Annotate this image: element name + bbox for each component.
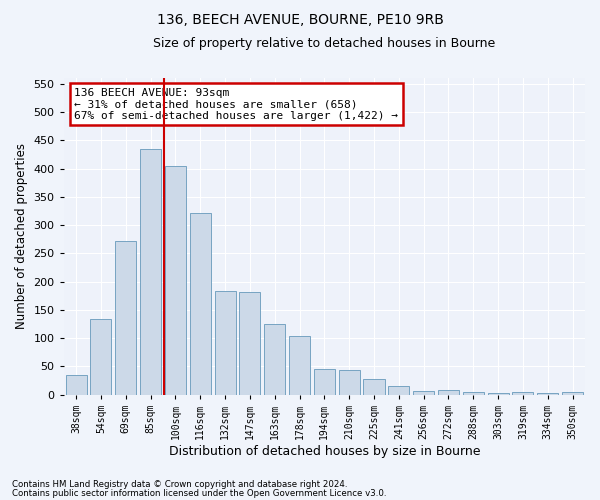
Bar [314, 368, 335, 394]
Bar [562, 392, 583, 394]
Y-axis label: Number of detached properties: Number of detached properties [15, 144, 28, 330]
Bar [65, 375, 86, 394]
Bar [413, 390, 434, 394]
Text: Contains public sector information licensed under the Open Government Licence v3: Contains public sector information licen… [12, 490, 386, 498]
Bar [289, 336, 310, 394]
Text: Contains HM Land Registry data © Crown copyright and database right 2024.: Contains HM Land Registry data © Crown c… [12, 480, 347, 489]
Bar [537, 393, 559, 394]
Bar [190, 213, 211, 394]
Bar [388, 386, 409, 394]
Bar [264, 324, 285, 394]
Bar [239, 292, 260, 394]
Bar [438, 390, 459, 394]
Bar [512, 392, 533, 394]
Bar [364, 379, 385, 394]
Bar [91, 320, 112, 394]
Bar [215, 291, 236, 395]
X-axis label: Distribution of detached houses by size in Bourne: Distribution of detached houses by size … [169, 444, 480, 458]
Bar [165, 166, 186, 394]
Bar [115, 242, 136, 394]
Text: 136 BEECH AVENUE: 93sqm
← 31% of detached houses are smaller (658)
67% of semi-d: 136 BEECH AVENUE: 93sqm ← 31% of detache… [74, 88, 398, 121]
Text: 136, BEECH AVENUE, BOURNE, PE10 9RB: 136, BEECH AVENUE, BOURNE, PE10 9RB [157, 12, 443, 26]
Bar [463, 392, 484, 394]
Bar [140, 148, 161, 394]
Title: Size of property relative to detached houses in Bourne: Size of property relative to detached ho… [153, 38, 496, 51]
Bar [338, 370, 360, 394]
Bar [488, 393, 509, 394]
